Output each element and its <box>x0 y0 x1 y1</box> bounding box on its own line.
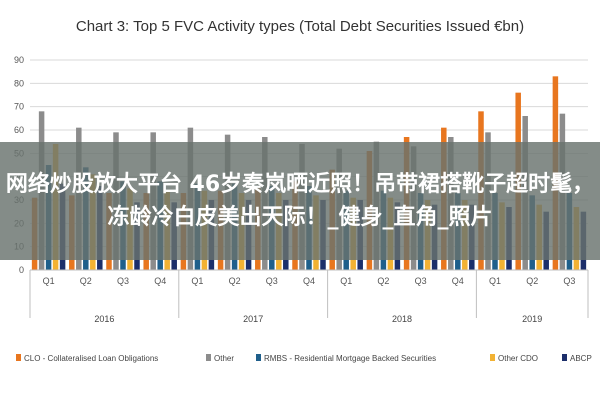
x-tick-label: Q2 <box>377 276 389 286</box>
legend-swatch <box>16 354 21 361</box>
legend-label: Other <box>214 354 234 363</box>
legend-label: CLO - Collateralised Loan Obligations <box>24 354 158 363</box>
x-tick-label: Q3 <box>266 276 278 286</box>
y-tick-label: 60 <box>14 125 24 135</box>
legend-swatch <box>490 354 495 361</box>
legend-label: RMBS - Residential Mortgage Backed Secur… <box>264 354 436 363</box>
legend-label: ABCP <box>570 354 592 363</box>
y-tick-label: 90 <box>14 55 24 65</box>
x-tick-label: Q4 <box>303 276 315 286</box>
x-tick-label: Q2 <box>229 276 241 286</box>
x-tick-label: Q1 <box>191 276 203 286</box>
x-tick-label: Q4 <box>452 276 464 286</box>
y-tick-label: 80 <box>14 78 24 88</box>
legend-swatch <box>256 354 261 361</box>
x-tick-label: Q3 <box>117 276 129 286</box>
x-group-label: 2018 <box>392 314 412 324</box>
x-group-label: 2016 <box>94 314 114 324</box>
x-axis: Q1 Q2 Q3 Q4 Q1 Q2 Q3 Q4 Q1 Q2 Q3 Q4 Q1 Q2 Q3 2016 2017 20… <box>29 269 589 324</box>
x-tick-label: Q3 <box>415 276 427 286</box>
caption-overlay: 网络炒股放大平台 46岁秦岚晒近照！吊带裙搭靴子超时髦，冻龄冷白皮美出天际！_健… <box>0 142 600 260</box>
y-tick-label: 70 <box>14 102 24 112</box>
x-tick-label: Q1 <box>43 276 55 286</box>
x-tick-label: Q4 <box>154 276 166 286</box>
legend: CLO - Collateralised Loan Obligations Oth… <box>16 354 592 363</box>
x-tick-label: Q2 <box>80 276 92 286</box>
x-tick-label: Q1 <box>340 276 352 286</box>
legend-label: Other CDO <box>498 354 538 363</box>
x-tick-label: Q3 <box>563 276 575 286</box>
chart-title: Chart 3: Top 5 FVC Activity types (Total… <box>76 18 524 35</box>
x-group-label: 2017 <box>243 314 263 324</box>
legend-swatch <box>562 354 567 361</box>
legend-swatch <box>206 354 211 361</box>
x-tick-label: Q2 <box>526 276 538 286</box>
x-tick-label: Q1 <box>489 276 501 286</box>
caption-text: 网络炒股放大平台 46岁秦岚晒近照！吊带裙搭靴子超时髦，冻龄冷白皮美出天际！_健… <box>5 172 595 230</box>
y-tick-label: 0 <box>19 265 24 275</box>
x-group-label: 2019 <box>522 314 542 324</box>
